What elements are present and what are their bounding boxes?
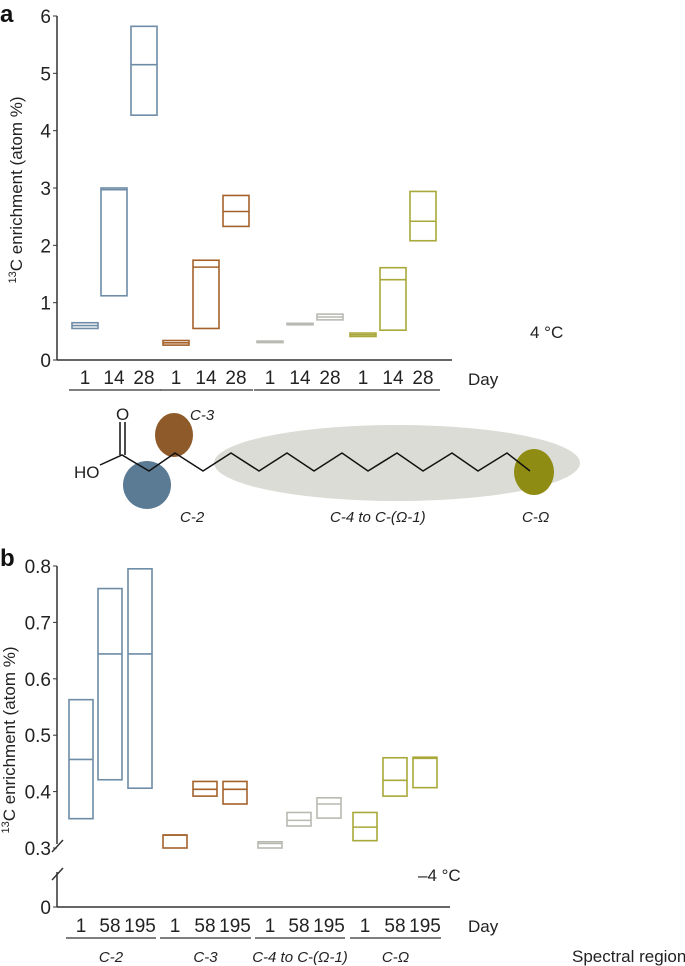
y-tick-label: 4: [40, 122, 51, 143]
region-c3-circle: [155, 413, 193, 457]
y-label-text: C enrichment (atom %): [7, 96, 26, 271]
panel-b-day-label: Day: [468, 917, 499, 936]
box-c--day-58: [382, 756, 408, 797]
day-tick-label: 195: [124, 916, 156, 937]
panel-a-y-axis-label: 13C enrichment (atom %): [7, 96, 26, 283]
carbon-chain: [99, 452, 531, 472]
y-tick-label: 5: [40, 64, 51, 85]
y-tick-label: 0.5: [25, 726, 51, 747]
region-c4-ellipse: [214, 425, 580, 501]
axis-break-mark: [51, 839, 64, 853]
day-tick-label: 58: [99, 916, 120, 937]
day-tick-label: 14: [103, 368, 125, 389]
y-label-superscript: 13: [7, 271, 19, 283]
panel-b-y-axis-label: 13C enrichment (atom %): [0, 646, 19, 833]
panel-a-day-label: Day: [468, 370, 499, 389]
axis-break-mark: [51, 867, 64, 881]
day-tick-label: 58: [288, 916, 309, 937]
y-tick-label: 0.8: [25, 557, 51, 578]
region-label: C-3: [193, 949, 218, 966]
y-label-text: C enrichment (atom %): [0, 646, 19, 821]
panel-a-label: a: [0, 1, 14, 28]
y-tick-label: 6: [40, 7, 51, 28]
c2-label: C-2: [180, 509, 205, 526]
day-tick-label: 195: [313, 916, 345, 937]
box-c--day-28: [409, 190, 437, 242]
panel-a-temperature-annotation: 4 °C: [530, 323, 563, 342]
box-c-3-day-195: [222, 780, 248, 805]
panel-b-temperature-annotation: –4 °C: [418, 866, 461, 885]
day-tick-label: 1: [80, 368, 91, 389]
region-comega-circle: [514, 449, 554, 495]
region-label: C-4 to C-(Ω-1): [252, 949, 348, 966]
fatty-acid-diagram: O HO C-3 C-2 C-4 to C-(Ω-1) C-Ω: [74, 405, 580, 526]
day-tick-label: 1: [265, 916, 276, 937]
y-tick-label: 3: [40, 179, 51, 200]
day-tick-label: 28: [412, 368, 433, 389]
region-c2-circle: [123, 461, 171, 509]
day-tick-label: 28: [133, 368, 154, 389]
c4-label: C-4 to C-(Ω-1): [330, 509, 426, 526]
y-tick-label: 0.7: [25, 613, 51, 634]
box-c-2-day-14: [100, 187, 128, 297]
box-c-2-day-58: [97, 587, 123, 781]
y-tick-label: 0: [40, 898, 51, 919]
day-tick-label: 1: [76, 916, 87, 937]
day-tick-label: 14: [289, 368, 311, 389]
day-tick-label: 58: [194, 916, 215, 937]
box-c-3-day-14: [192, 259, 220, 330]
day-tick-label: 14: [195, 368, 217, 389]
region-label: C-Ω: [382, 949, 409, 966]
oxygen-label: O: [116, 405, 129, 424]
day-tick-label: 195: [409, 916, 441, 937]
hydroxyl-label: HO: [74, 463, 100, 482]
y-tick-label: 1: [40, 294, 51, 315]
day-tick-label: 1: [171, 368, 182, 389]
c3-label: C-3: [190, 407, 215, 424]
day-tick-label: 58: [384, 916, 405, 937]
day-tick-label: 1: [265, 368, 276, 389]
day-tick-label: 1: [358, 368, 369, 389]
box-c-3-day-1: [162, 834, 188, 849]
box-c-4-to-c-1--day-195: [316, 797, 342, 819]
y-label-superscript: 13: [0, 821, 12, 833]
day-tick-label: 14: [382, 368, 404, 389]
box-c--day-14: [379, 266, 407, 331]
box-c-4-to-c-1--day-1: [257, 840, 283, 849]
panel-a-plot: 0 1 2 3 4 5 6 1 14 28 1 14 28 1 14 28 1 14 28: [40, 7, 452, 391]
box-c-2-day-28: [130, 25, 158, 116]
box-c--day-195: [412, 756, 438, 789]
region-label: C-2: [99, 949, 124, 966]
day-tick-label: 28: [225, 368, 246, 389]
comega-label: C-Ω: [522, 509, 549, 526]
y-tick-label: 0.6: [25, 670, 51, 691]
y-tick-label: 2: [40, 236, 51, 257]
box-c-2-day-195: [127, 568, 153, 790]
box-c-4-to-c-1--day-58: [286, 811, 312, 827]
y-tick-label: 0.3: [25, 839, 51, 860]
day-tick-label: 195: [219, 916, 251, 937]
day-tick-label: 1: [360, 916, 371, 937]
day-tick-label: 28: [319, 368, 340, 389]
y-tick-label: 0.4: [25, 783, 52, 804]
day-tick-label: 1: [170, 916, 181, 937]
panel-b-label: b: [0, 545, 15, 572]
panel-b-spectral-region-label: Spectral region: [572, 947, 685, 966]
y-tick-label: 0: [40, 351, 51, 372]
